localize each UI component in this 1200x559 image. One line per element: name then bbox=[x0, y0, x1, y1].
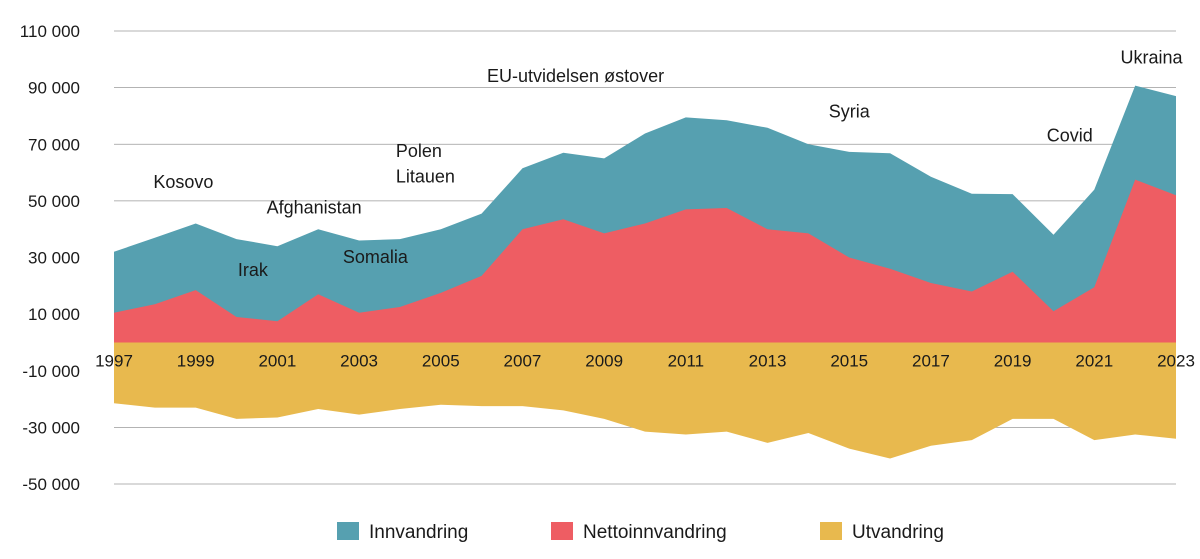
annotation-covid: Covid bbox=[1047, 125, 1093, 145]
legend-swatch-nettoinnvandring bbox=[551, 522, 573, 540]
annotation-kosovo: Kosovo bbox=[153, 172, 213, 192]
x-tick-label: 2007 bbox=[504, 351, 542, 370]
y-tick-label: 70 000 bbox=[28, 135, 80, 154]
x-tick-label: 1999 bbox=[177, 351, 215, 370]
annotation-ukraina: Ukraina bbox=[1120, 48, 1183, 68]
x-tick-label: 2011 bbox=[668, 351, 705, 370]
area-utvandring bbox=[114, 342, 1176, 459]
y-tick-label: 90 000 bbox=[28, 79, 80, 98]
annotation-syria: Syria bbox=[829, 101, 871, 121]
y-tick-label: 110 000 bbox=[20, 22, 80, 41]
x-tick-label: 2021 bbox=[1075, 351, 1113, 370]
x-tick-label: 2013 bbox=[749, 351, 787, 370]
legend-swatch-innvandring bbox=[337, 522, 359, 540]
legend-label-innvandring: Innvandring bbox=[369, 522, 468, 543]
area-series bbox=[114, 85, 1176, 459]
annotation-irak: Irak bbox=[238, 260, 269, 280]
annotation-somalia: Somalia bbox=[343, 247, 409, 267]
legend-swatch-utvandring bbox=[820, 522, 842, 540]
annotation-afghanistan: Afghanistan bbox=[267, 198, 362, 218]
y-axis-ticks: 110 000 90 000 70 000 50 000 30 000 10 000 -10… bbox=[20, 22, 80, 494]
x-tick-label: 2009 bbox=[585, 351, 623, 370]
y-tick-label: 10 000 bbox=[28, 305, 80, 324]
annotations: Kosovo Irak Afghanistan Somalia Polen Litauen… bbox=[153, 48, 1183, 280]
x-tick-label: 2001 bbox=[258, 351, 296, 370]
x-axis-ticks: 1997 1999 2001 2003 2005 2007 2009 2011 2013 2015… bbox=[95, 351, 1195, 370]
legend: Innvandring Nettoinnvandring Utvandring bbox=[337, 522, 944, 543]
x-tick-label: 2003 bbox=[340, 351, 378, 370]
x-tick-label: 2015 bbox=[830, 351, 868, 370]
y-tick-label: -10 000 bbox=[22, 362, 80, 381]
annotation-litauen: Litauen bbox=[396, 166, 455, 186]
legend-label-utvandring: Utvandring bbox=[852, 522, 944, 543]
x-tick-label: 2005 bbox=[422, 351, 460, 370]
y-tick-label: 30 000 bbox=[28, 249, 80, 268]
annotation-eu-utvidelsen-østover: EU-utvidelsen østover bbox=[487, 66, 664, 86]
y-tick-label: -30 000 bbox=[22, 418, 80, 437]
annotation-polen: Polen bbox=[396, 141, 442, 161]
area-nettoinnvandring bbox=[114, 179, 1176, 343]
legend-label-nettoinnvandring: Nettoinnvandring bbox=[583, 522, 727, 543]
x-tick-label: 2017 bbox=[912, 351, 950, 370]
x-tick-label: 1997 bbox=[95, 351, 133, 370]
x-tick-label: 2019 bbox=[994, 351, 1032, 370]
y-tick-label: 50 000 bbox=[28, 192, 80, 211]
y-tick-label: -50 000 bbox=[22, 475, 80, 494]
x-tick-label: 2023 bbox=[1157, 351, 1195, 370]
